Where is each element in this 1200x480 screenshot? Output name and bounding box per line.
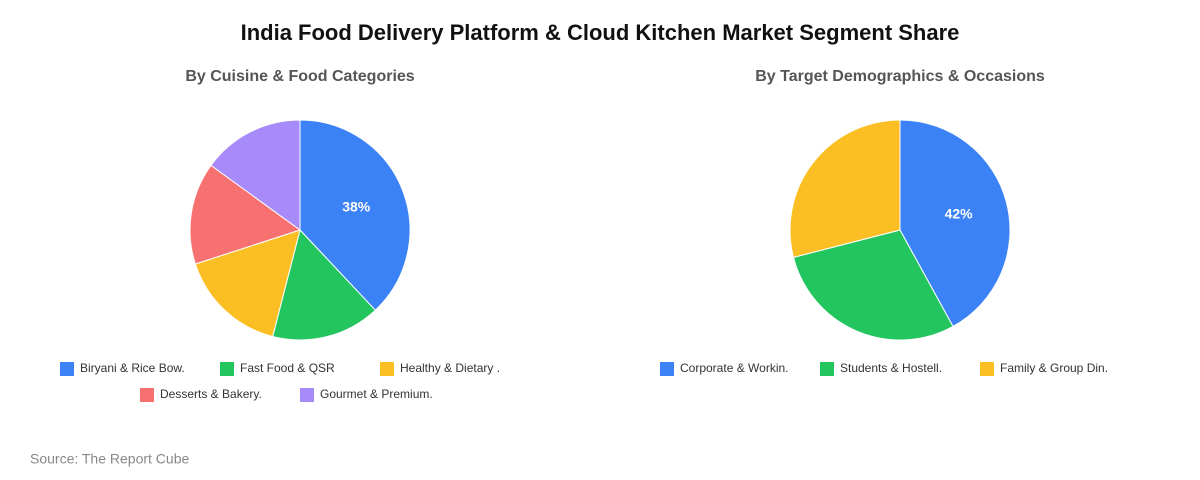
legend-label: Biryani & Rice Bow. — [80, 361, 185, 375]
legend-swatch — [140, 388, 154, 402]
pie-slice — [789, 119, 901, 258]
legend-swatch — [980, 362, 994, 376]
pie-slice — [189, 164, 302, 265]
legend-label: Fast Food & QSR — [240, 361, 335, 375]
legend-label: Gourmet & Premium. — [320, 387, 433, 401]
legend-label: Healthy & Dietary . — [400, 361, 500, 375]
pie-slice — [792, 229, 954, 341]
slice-label: 42% — [945, 206, 974, 222]
chart-subtitle: By Target Demographics & Occasions — [755, 68, 1045, 85]
legend-swatch — [820, 362, 834, 376]
page-title: India Food Delivery Platform & Cloud Kit… — [241, 20, 960, 45]
legend-swatch — [660, 362, 674, 376]
pie-slice — [299, 119, 411, 311]
pie-slice — [272, 228, 377, 341]
legend-label: Students & Hostell. — [840, 361, 942, 375]
legend-swatch — [380, 362, 394, 376]
pie-slice — [194, 229, 301, 338]
slice-label: 38% — [342, 198, 371, 214]
pie-slice — [210, 119, 301, 231]
legend-swatch — [220, 362, 234, 376]
legend-swatch — [300, 388, 314, 402]
legend-label: Family & Group Din. — [1000, 361, 1108, 375]
source: Source: The Report Cube — [30, 451, 189, 467]
legend-label: Desserts & Bakery. — [160, 387, 262, 401]
pie-slice — [899, 119, 1011, 328]
legend-swatch — [60, 362, 74, 376]
chart-subtitle: By Cuisine & Food Categories — [185, 68, 414, 85]
legend-label: Corporate & Workin. — [680, 361, 789, 375]
